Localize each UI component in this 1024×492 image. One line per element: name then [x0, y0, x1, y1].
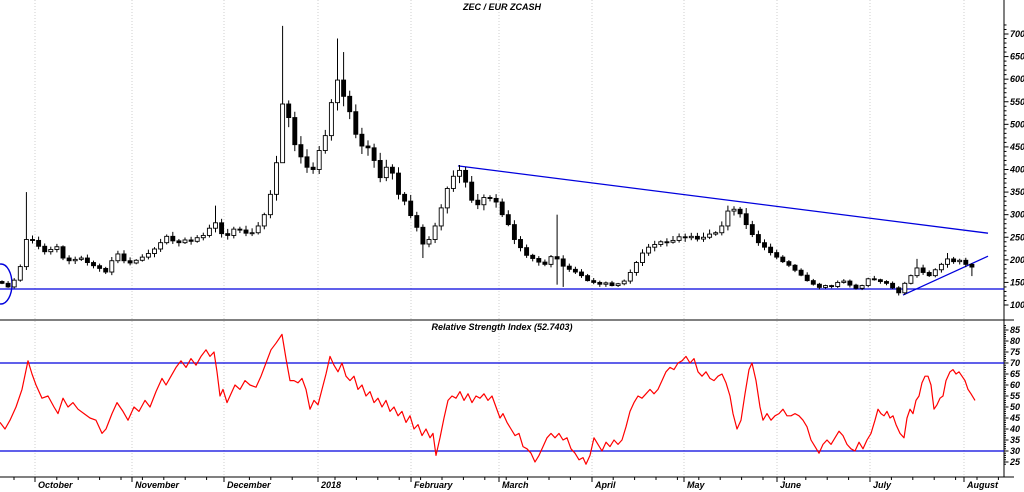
rsi-indicator: [0, 333, 1004, 465]
svg-text:August: August: [966, 480, 999, 490]
svg-text:150: 150: [1010, 277, 1024, 287]
svg-text:2018: 2018: [320, 480, 341, 490]
svg-text:80: 80: [1010, 336, 1020, 346]
svg-text:75: 75: [1010, 347, 1021, 357]
svg-text:May: May: [687, 480, 706, 490]
svg-text:70: 70: [1010, 358, 1020, 368]
svg-text:550: 550: [1010, 97, 1024, 107]
svg-text:50: 50: [1010, 402, 1020, 412]
svg-text:250: 250: [1009, 232, 1024, 242]
svg-text:July: July: [873, 480, 892, 490]
svg-text:December: December: [227, 480, 271, 490]
svg-text:April: April: [594, 480, 616, 490]
svg-text:November: November: [135, 480, 180, 490]
price-overlays: [0, 165, 1004, 305]
svg-text:100: 100: [1010, 300, 1024, 310]
svg-text:March: March: [502, 480, 529, 490]
svg-text:450: 450: [1009, 142, 1024, 152]
svg-text:June: June: [780, 480, 801, 490]
price-axis: 100 150 200 250 300 350 400 450 500 550 600 650 700: [1004, 24, 1024, 310]
svg-text:200: 200: [1009, 255, 1024, 265]
candlestick-series: [0, 25, 975, 296]
svg-text:400: 400: [1009, 165, 1024, 175]
svg-text:300: 300: [1010, 210, 1024, 220]
rsi-line: [0, 333, 976, 465]
svg-text:500: 500: [1010, 119, 1024, 129]
svg-text:35: 35: [1010, 435, 1021, 445]
svg-text:60: 60: [1010, 380, 1020, 390]
svg-text:350: 350: [1010, 187, 1024, 197]
svg-text:85: 85: [1010, 325, 1021, 335]
svg-text:650: 650: [1010, 52, 1024, 62]
svg-text:40: 40: [1009, 424, 1020, 434]
ascending-support-trendline: [902, 255, 989, 296]
svg-text:45: 45: [1009, 413, 1021, 423]
svg-text:600: 600: [1010, 74, 1024, 84]
svg-text:February: February: [414, 480, 454, 490]
time-axis: October November December 2018 February March…: [13, 477, 999, 490]
svg-text:October: October: [38, 480, 73, 490]
svg-text:55: 55: [1010, 391, 1021, 401]
svg-text:30: 30: [1010, 446, 1020, 456]
svg-text:65: 65: [1010, 369, 1021, 379]
panel-borders: [0, 0, 1014, 478]
svg-text:700: 700: [1010, 29, 1024, 39]
descending-resistance-trendline: [457, 165, 989, 234]
svg-text:25: 25: [1009, 457, 1021, 467]
